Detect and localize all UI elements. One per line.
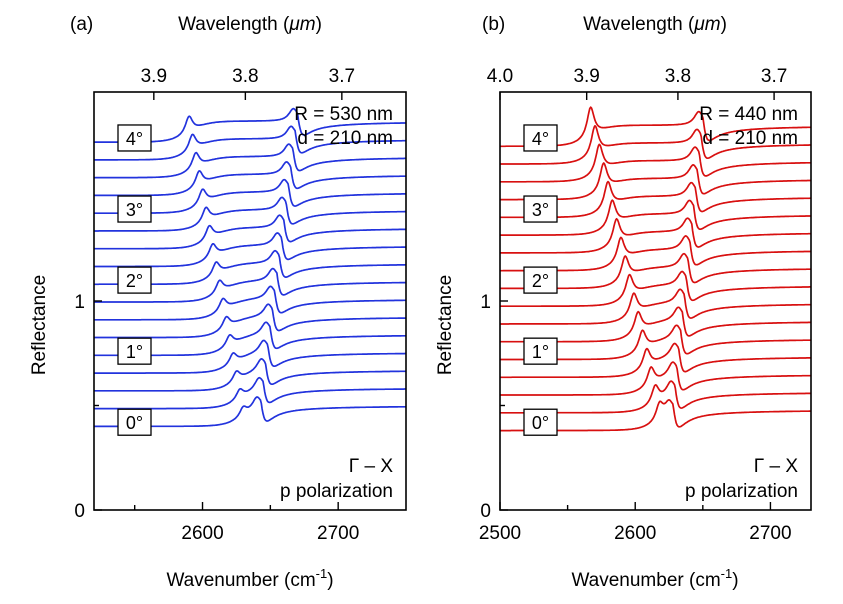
panel-b-polarization: p polarization xyxy=(685,481,798,502)
panel-b-param-d: d = 210 nm xyxy=(702,128,798,149)
panel-a-series-13 xyxy=(94,161,406,197)
panel-a-angle-text-3: 3° xyxy=(126,200,143,220)
panel-b-series-15 xyxy=(500,124,811,165)
panel-a-ticks: 2600 2700 3.9 3.8 3.7 0 1 xyxy=(74,66,359,544)
panel-a-angle-box-3 xyxy=(117,195,152,223)
panel-a-angle-label-2: 2° xyxy=(117,266,152,294)
panel-b-series-10 xyxy=(500,217,811,254)
panel-b-xtick-label-2500: 2500 xyxy=(479,523,521,544)
panel-b-angle-text-2: 2° xyxy=(532,271,549,291)
panel-b-angle-text-0: 0° xyxy=(532,413,549,433)
panel-a-series-7 xyxy=(94,267,406,303)
panel-b-top-tick-label-1: 3.9 xyxy=(573,66,599,87)
panel-b-xtick-label-2600: 2600 xyxy=(614,523,656,544)
panel-a-top-axis-title: Wavelength (μm) xyxy=(178,14,322,35)
panel-b-angle-box-4 xyxy=(523,124,558,152)
panel-a-series-2 xyxy=(94,358,406,392)
panel-a-angle-text-4: 4° xyxy=(126,129,143,149)
panel-b-top-axis-title: Wavelength (μm) xyxy=(583,14,727,35)
panel-a-angle-label-0: 0° xyxy=(117,408,152,436)
panel-b-param-r: R = 440 nm xyxy=(699,104,798,125)
panel-b-ytick-label-0: 0 xyxy=(480,501,491,522)
panel-b-series-14 xyxy=(500,143,811,183)
panel-a-angle-box-1 xyxy=(117,337,152,365)
panel-a-series-14 xyxy=(94,143,406,179)
panel-b-top-tick-label-3: 3.7 xyxy=(761,66,787,87)
panel-b-series-7 xyxy=(500,270,811,308)
panel-a-param-r: R = 530 nm xyxy=(294,104,393,125)
panel-b-ticks: 2500 2600 2700 4.0 3.9 3.8 3.7 0 1 xyxy=(479,66,792,544)
panel-b-ytick-label-1: 1 xyxy=(480,292,491,313)
panel-b-angle-box-2 xyxy=(523,266,558,294)
panel-a-top-tick-label-2: 3.7 xyxy=(329,66,355,87)
panel-b-series-6 xyxy=(500,288,811,325)
panel-a-plot-area xyxy=(94,107,406,428)
panel-a-ylabel: Reflectance xyxy=(29,275,50,375)
panel-a-ytick-label-1: 1 xyxy=(74,292,85,313)
panel-b-angle-label-4: 4° xyxy=(523,124,558,152)
panel-b-frame xyxy=(499,91,812,511)
panel-a-angle-label-4: 4° xyxy=(117,124,152,152)
panel-b-top-tick-label-2: 3.8 xyxy=(665,66,691,87)
panel-a-angle-text-1: 1° xyxy=(126,342,143,362)
panel-a-xtick-label-2700: 2700 xyxy=(317,523,359,544)
panel-a-angle-box-2 xyxy=(117,266,152,294)
panel-a-polarization: p polarization xyxy=(280,481,393,502)
panel-a-top-tick-label-1: 3.8 xyxy=(232,66,258,87)
panel-b-angle-labels: 0° 1° 2° 3° 4° xyxy=(523,124,558,436)
panel-a-direction: Γ – X xyxy=(349,456,394,477)
panel-a-series-9 xyxy=(94,232,406,268)
panel-a-param-d: d = 210 nm xyxy=(297,128,393,149)
panel-b-xtick-label-2700: 2700 xyxy=(749,523,791,544)
panel-a-angle-box-0 xyxy=(117,408,152,436)
panel-a-series-11 xyxy=(94,196,406,232)
panel-b-series-1 xyxy=(500,380,811,414)
panel-b-top-tick-label-0: 4.0 xyxy=(487,66,513,87)
panel-b-angle-text-4: 4° xyxy=(532,129,549,149)
panel-b-angle-box-1 xyxy=(523,337,558,365)
panel-b-angle-text-1: 1° xyxy=(532,342,549,362)
panel-b-series-11 xyxy=(500,199,811,236)
panel-a-xlabel: Wavenumber (cm-1) xyxy=(166,566,333,591)
panel-a-angle-box-4 xyxy=(117,124,152,152)
panel-a-series-10 xyxy=(94,214,406,250)
panel-a-xtick-label-2600: 2600 xyxy=(181,523,223,544)
panel-a-angle-label-3: 3° xyxy=(117,195,152,223)
panel-a-series xyxy=(94,107,406,428)
panel-a-label: (a) xyxy=(70,14,93,35)
panel-b-angle-box-0 xyxy=(523,408,558,436)
panel-a-series-15 xyxy=(94,125,406,161)
panel-b: (b) Wavelength (μm) 2500 2600 2700 4.0 3.9 3.… xyxy=(435,14,812,591)
panel-b-angle-text-3: 3° xyxy=(532,200,549,220)
panel-a-angle-labels: 0° 1° 2° 3° 4° xyxy=(117,124,152,436)
panel-a-angle-label-1: 1° xyxy=(117,337,152,365)
panel-a-angle-text-0: 0° xyxy=(126,413,143,433)
panel-b-series-3 xyxy=(500,342,811,379)
panel-b-angle-label-2: 2° xyxy=(523,266,558,294)
panel-a-ytick-label-0: 0 xyxy=(74,501,85,522)
panel-a-series-5 xyxy=(94,303,406,339)
panel-b-xlabel: Wavenumber (cm-1) xyxy=(571,566,738,591)
panel-b-angle-box-3 xyxy=(523,195,558,223)
panel-a-angle-text-2: 2° xyxy=(126,271,143,291)
panel-b-label: (b) xyxy=(482,14,505,35)
panel-b-series-2 xyxy=(500,361,811,396)
panel-a-series-3 xyxy=(94,339,406,374)
panel-b-direction: Γ – X xyxy=(754,456,799,477)
panel-b-angle-label-0: 0° xyxy=(523,408,558,436)
panel-a-top-tick-label-0: 3.9 xyxy=(141,66,167,87)
panel-b-angle-label-1: 1° xyxy=(523,337,558,365)
panel-a-series-1 xyxy=(94,376,406,410)
panel-b-angle-label-3: 3° xyxy=(523,195,558,223)
panel-a-series-6 xyxy=(94,285,406,321)
panel-b-ylabel: Reflectance xyxy=(435,275,456,375)
